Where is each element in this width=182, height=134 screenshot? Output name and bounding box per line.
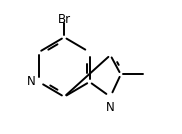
Text: N: N xyxy=(106,101,115,114)
Text: N: N xyxy=(26,75,35,88)
Text: Br: Br xyxy=(58,13,71,26)
